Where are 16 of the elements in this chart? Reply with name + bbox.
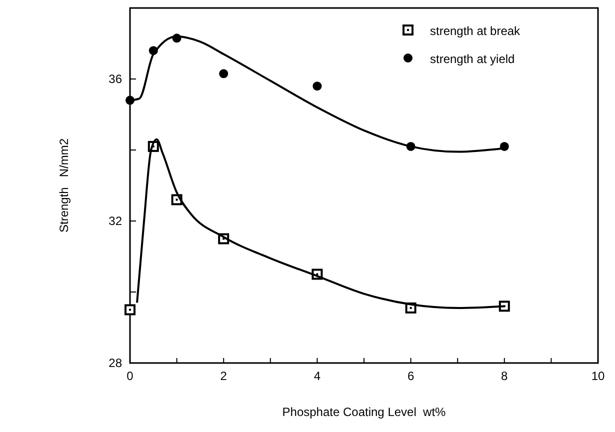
x-tick-label: 10 (591, 369, 605, 383)
y-tick-label: 28 (108, 356, 122, 370)
y-axis-title: Strength N/mm2 (57, 138, 71, 233)
point (124, 304, 136, 316)
x-tick-label: 6 (407, 369, 414, 383)
x-tick-label: 0 (126, 369, 134, 383)
point (312, 82, 322, 91)
x-tick-label: 4 (314, 369, 321, 383)
y-tick-label: 32 (108, 214, 122, 228)
x-tick-label: 8 (501, 369, 508, 383)
legend-label: strength at yield (430, 52, 515, 66)
y-tick-label: 36 (108, 72, 122, 86)
x-tick-label: 2 (220, 369, 228, 383)
legend-label: strength at break (430, 24, 522, 38)
x-axis-title: Phosphate Coating Level wt% (282, 405, 446, 419)
point (219, 69, 228, 78)
